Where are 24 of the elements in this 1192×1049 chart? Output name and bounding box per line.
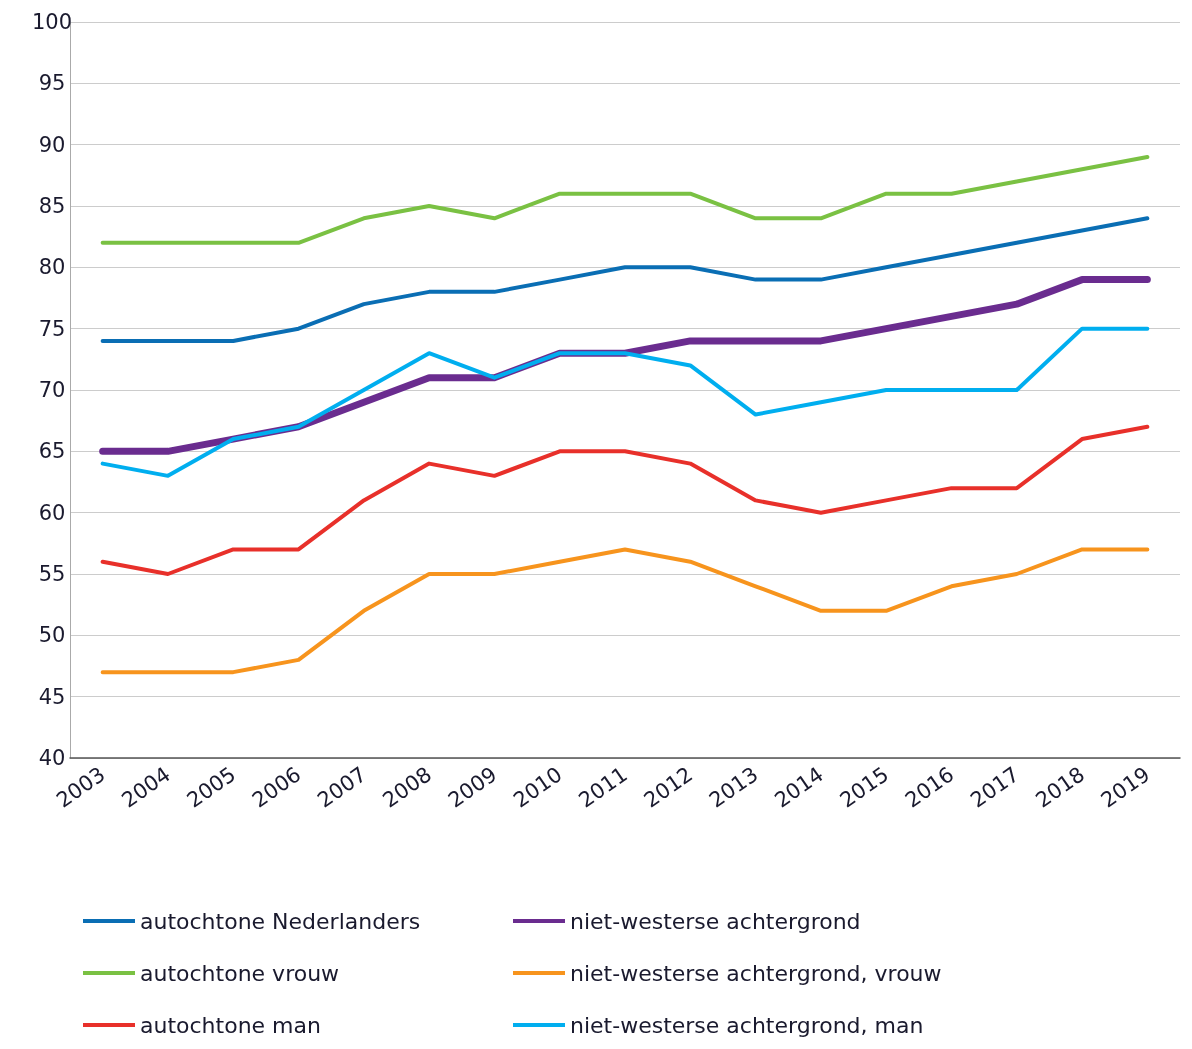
y-tick-label: 100 [31, 10, 73, 34]
legend-label: autochtone Nederlanders [140, 908, 421, 934]
y-tick-label: 70 [38, 378, 66, 402]
y-tick-label: 75 [38, 316, 66, 341]
legend-label: niet-westerse achtergrond, vrouw [570, 960, 942, 986]
line-series [100, 547, 1150, 675]
y-tick-label: 80 [38, 255, 66, 280]
y-tick-label: 55 [38, 562, 66, 586]
line-series [100, 424, 1150, 576]
legend-label: autochtone man [140, 1012, 321, 1038]
y-tick-label: 40 [38, 746, 66, 770]
y-tick-label: 85 [38, 194, 66, 218]
y-tick-label: 50 [38, 623, 66, 648]
legend-label: autochtone vrouw [140, 960, 340, 986]
y-tick-label: 45 [38, 684, 66, 709]
y-tick-label: 95 [38, 71, 66, 96]
line-series [100, 326, 1150, 478]
line-series [100, 154, 1150, 245]
y-tick-label: 65 [38, 439, 66, 464]
y-tick-label: 60 [38, 500, 66, 525]
y-tick-label: 90 [38, 132, 66, 157]
legend-label: niet-westerse achtergrond [570, 908, 861, 934]
legend-label: niet-westerse achtergrond, man [570, 1012, 924, 1038]
line-series [100, 216, 1150, 343]
